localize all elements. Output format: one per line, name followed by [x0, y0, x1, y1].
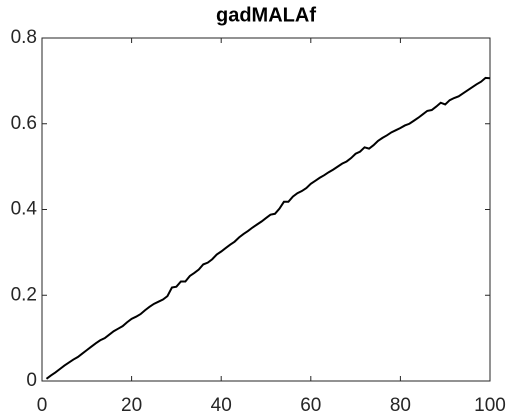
y-tick-label: 0.2: [11, 284, 37, 305]
x-tick-label: 20: [121, 395, 142, 416]
line: [45, 76, 491, 380]
x-tick-label: 60: [300, 395, 321, 416]
y-tick-label: 0.6: [11, 113, 37, 134]
x-tick-label: 100: [474, 395, 506, 416]
x-tick-label: 80: [390, 395, 411, 416]
y-tick-label: 0.4: [11, 199, 38, 220]
x-tick-label: 40: [211, 395, 232, 416]
x-tick-label: 0: [37, 395, 48, 416]
y-tick-label: 0: [26, 370, 37, 391]
y-tick-label: 0.8: [11, 27, 37, 48]
chart-title: gadMALAf: [216, 4, 316, 26]
